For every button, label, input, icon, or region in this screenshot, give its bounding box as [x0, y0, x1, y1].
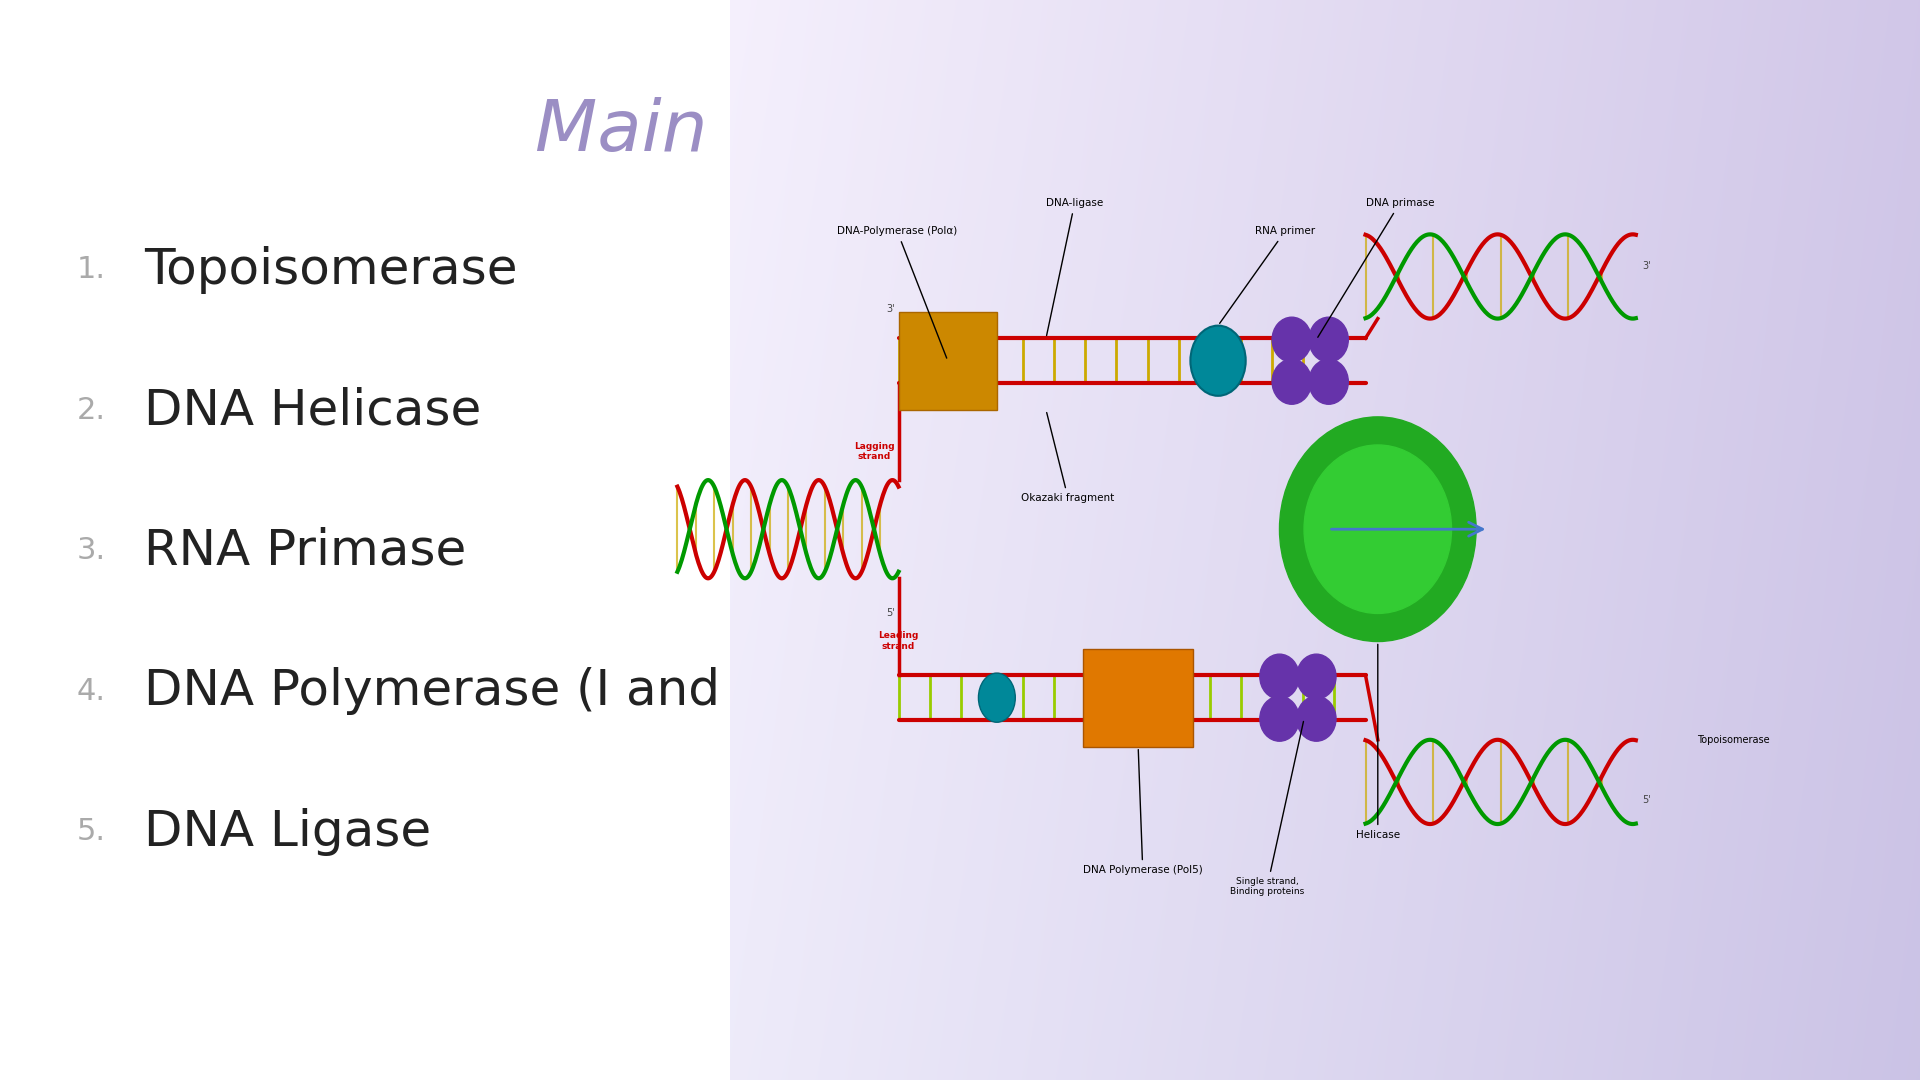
- FancyBboxPatch shape: [1083, 648, 1194, 747]
- Text: DNA Helicase: DNA Helicase: [144, 387, 482, 434]
- Text: RNA primer: RNA primer: [1219, 227, 1315, 323]
- Text: 4.: 4.: [77, 677, 106, 705]
- Text: 5.: 5.: [77, 818, 106, 846]
- Circle shape: [1260, 654, 1300, 699]
- Circle shape: [1309, 318, 1348, 362]
- Circle shape: [1279, 417, 1476, 642]
- Ellipse shape: [1190, 326, 1246, 396]
- Text: Leading
strand: Leading strand: [877, 631, 920, 650]
- Text: 3.: 3.: [77, 537, 106, 565]
- Circle shape: [1296, 654, 1336, 699]
- Circle shape: [1273, 360, 1311, 404]
- Text: Helicase: Helicase: [1356, 645, 1400, 840]
- Circle shape: [1296, 697, 1336, 741]
- Ellipse shape: [979, 673, 1016, 723]
- Text: DNA primase: DNA primase: [1317, 199, 1434, 337]
- Text: 2.: 2.: [77, 396, 106, 424]
- Text: 3': 3': [887, 303, 895, 313]
- Text: 5': 5': [1642, 795, 1651, 805]
- FancyBboxPatch shape: [899, 312, 996, 409]
- Text: 3': 3': [1642, 261, 1651, 271]
- Text: DNA-ligase: DNA-ligase: [1046, 199, 1104, 336]
- Text: Main Enzymes Involved: Main Enzymes Involved: [536, 97, 1384, 166]
- Circle shape: [1260, 697, 1300, 741]
- PathPatch shape: [0, 0, 922, 1080]
- Text: Topoisomerase: Topoisomerase: [1697, 734, 1770, 745]
- Text: DNA Ligase: DNA Ligase: [144, 808, 432, 855]
- Text: RNA Primase: RNA Primase: [144, 527, 467, 575]
- Text: Single strand,
Binding proteins: Single strand, Binding proteins: [1231, 721, 1304, 896]
- Text: 5': 5': [887, 608, 895, 618]
- Circle shape: [1304, 445, 1452, 613]
- Text: DNA-Polymerase (Polα): DNA-Polymerase (Polα): [837, 227, 958, 359]
- Circle shape: [1309, 360, 1348, 404]
- Circle shape: [1273, 318, 1311, 362]
- Text: Topoisomerase: Topoisomerase: [144, 246, 518, 294]
- Text: Okazaki fragment: Okazaki fragment: [1021, 413, 1116, 503]
- Text: Lagging
strand: Lagging strand: [854, 442, 895, 461]
- Text: 1.: 1.: [77, 256, 106, 284]
- Text: DNA Polymerase (Pol5): DNA Polymerase (Pol5): [1083, 750, 1202, 875]
- Text: DNA Polymerase (I and III): DNA Polymerase (I and III): [144, 667, 799, 715]
